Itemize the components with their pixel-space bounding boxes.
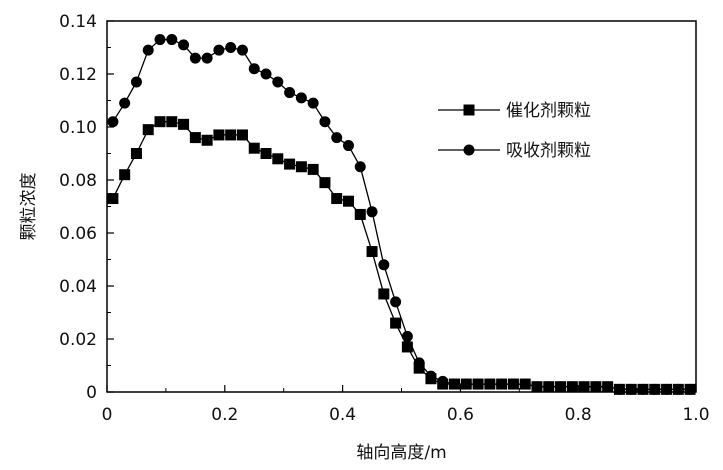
data-point-circle xyxy=(189,52,201,64)
data-point-square xyxy=(119,169,131,181)
data-point-circle xyxy=(295,92,307,104)
x-tick-label: 0 xyxy=(102,405,113,425)
data-point-circle xyxy=(284,87,296,99)
y-tick-label: 0.08 xyxy=(59,171,97,191)
data-point-circle xyxy=(484,378,496,390)
data-point-square xyxy=(178,118,190,130)
data-point-square xyxy=(236,129,248,141)
data-point-square xyxy=(366,246,378,258)
x-axis-title: 轴向高度/m xyxy=(356,443,446,463)
x-tick-label: 0.6 xyxy=(447,405,474,425)
series-line-2 xyxy=(112,38,691,391)
data-point-circle xyxy=(307,97,319,109)
data-point-circle xyxy=(248,63,260,75)
data-point-circle xyxy=(460,378,472,390)
data-point-circle xyxy=(496,378,508,390)
data-point-circle xyxy=(637,383,649,395)
data-point-circle xyxy=(130,76,142,88)
data-point-square xyxy=(342,195,354,207)
data-point-circle xyxy=(260,68,272,80)
data-point-circle xyxy=(342,140,354,152)
data-point-square xyxy=(130,148,142,159)
data-point-circle xyxy=(413,357,425,369)
data-point-circle xyxy=(319,116,331,128)
data-point-circle xyxy=(590,381,602,393)
data-point-square xyxy=(260,148,272,159)
data-point-circle xyxy=(555,381,567,393)
data-point-circle xyxy=(119,97,131,109)
data-point-square xyxy=(295,161,307,173)
data-point-square xyxy=(390,317,402,329)
x-tick-label: 0.2 xyxy=(211,405,238,425)
data-point-circle xyxy=(142,44,154,56)
legend-label: 催化剂颗粒 xyxy=(506,101,591,121)
data-point-square xyxy=(154,116,166,128)
data-point-square xyxy=(166,116,178,128)
y-tick-label: 0.02 xyxy=(59,330,97,350)
x-tick-label: 1.0 xyxy=(682,405,709,425)
data-point-square xyxy=(319,177,331,189)
data-point-circle xyxy=(437,375,449,387)
data-point-circle xyxy=(625,383,637,395)
y-tick-label: 0.06 xyxy=(59,224,97,244)
data-point-circle xyxy=(613,383,625,395)
data-point-circle xyxy=(684,383,696,395)
data-point-circle xyxy=(507,378,519,390)
x-tick-label: 0.4 xyxy=(329,405,356,425)
data-point-square xyxy=(354,208,366,220)
data-point-circle xyxy=(602,381,614,393)
data-point-square xyxy=(213,129,225,141)
data-point-circle xyxy=(531,381,543,393)
data-point-circle xyxy=(178,39,190,51)
data-point-circle xyxy=(366,206,378,218)
data-point-circle xyxy=(213,44,225,56)
data-point-circle xyxy=(390,296,402,308)
data-point-square xyxy=(401,341,413,353)
data-point-circle xyxy=(201,52,213,64)
data-point-circle xyxy=(425,370,437,382)
data-point-square xyxy=(307,163,319,175)
data-point-circle xyxy=(107,116,119,128)
data-point-circle xyxy=(578,381,590,393)
data-point-square xyxy=(284,158,296,170)
data-point-circle xyxy=(672,383,684,395)
y-tick-label: 0 xyxy=(86,383,97,403)
data-point-circle xyxy=(519,378,531,390)
data-point-circle xyxy=(449,378,461,390)
legend-label: 吸收剂颗粒 xyxy=(506,141,591,161)
data-point-circle xyxy=(331,132,343,144)
data-point-circle xyxy=(354,161,366,173)
x-tick-label: 0.8 xyxy=(565,405,592,425)
data-point-square xyxy=(378,288,390,300)
data-point-circle xyxy=(166,34,178,46)
data-point-circle xyxy=(225,42,237,53)
y-tick-label: 0.10 xyxy=(59,118,97,138)
y-axis-title: 颗粒浓度 xyxy=(19,173,39,241)
data-point-square xyxy=(201,134,213,146)
data-point-square xyxy=(272,153,284,165)
series-line-1 xyxy=(112,121,691,391)
data-point-circle xyxy=(154,34,166,46)
data-point-square xyxy=(331,193,343,205)
data-point-circle xyxy=(378,259,390,271)
data-point-circle xyxy=(401,330,413,342)
data-point-square xyxy=(225,129,237,141)
data-point-square xyxy=(107,193,119,205)
data-point-circle xyxy=(272,76,284,88)
data-point-circle xyxy=(543,381,555,393)
data-point-circle xyxy=(236,44,248,56)
y-tick-label: 0.14 xyxy=(59,12,97,32)
data-point-square xyxy=(142,124,154,136)
data-point-square xyxy=(248,142,260,154)
legend-marker-circle xyxy=(463,144,475,156)
legend-marker-square xyxy=(463,104,475,116)
data-point-square xyxy=(189,132,201,144)
y-tick-label: 0.12 xyxy=(59,65,97,85)
data-point-circle xyxy=(649,383,661,395)
data-point-circle xyxy=(472,378,484,390)
data-point-circle xyxy=(661,383,673,395)
data-point-circle xyxy=(566,381,578,393)
y-tick-label: 0.04 xyxy=(59,277,97,297)
